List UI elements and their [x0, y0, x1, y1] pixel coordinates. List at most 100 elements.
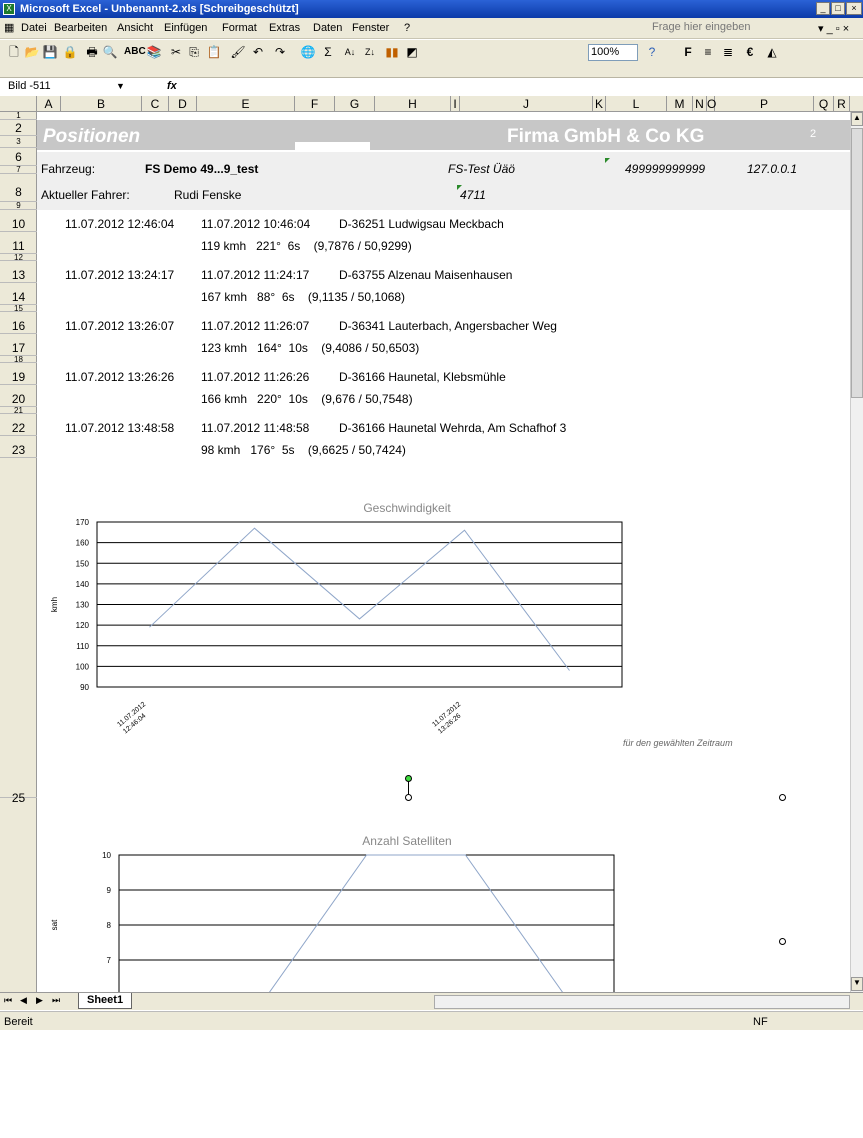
row-header[interactable]: 20 — [0, 385, 37, 407]
column-header[interactable]: Q — [814, 96, 834, 112]
paste-icon[interactable]: 📋 — [206, 44, 222, 60]
column-header[interactable]: O — [707, 96, 715, 112]
print-preview-icon[interactable]: 🔍 — [102, 44, 118, 60]
tab-nav-last-icon[interactable]: ⏭ — [52, 995, 60, 1006]
column-header[interactable]: J — [460, 96, 593, 112]
fx-icon[interactable]: fx — [167, 80, 177, 92]
tab-sheet1[interactable]: Sheet1 — [78, 993, 132, 1009]
menu-help[interactable]: ? — [404, 22, 410, 34]
column-header[interactable]: C — [142, 96, 169, 112]
maximize-button[interactable]: □ — [831, 2, 845, 15]
save-icon[interactable]: 💾 — [42, 44, 58, 60]
row-header[interactable]: 2 — [0, 120, 37, 136]
autosum-icon[interactable]: Σ — [320, 44, 336, 60]
sort-descending-icon[interactable]: Z↓ — [362, 44, 378, 60]
resize-handle[interactable] — [779, 794, 786, 801]
menu-ansicht[interactable]: Ansicht — [117, 22, 153, 34]
chevron-down-icon[interactable]: ▼ — [116, 81, 125, 91]
menu-extras[interactable]: Extras — [269, 22, 300, 34]
help-search-input[interactable]: Frage hier eingeben — [652, 21, 772, 36]
doc-window-controls[interactable]: ▾ _ ▫ × — [818, 22, 849, 35]
row-header[interactable]: 8 — [0, 174, 37, 202]
tab-nav-first-icon[interactable]: ⏮ — [4, 995, 12, 1006]
row-header[interactable]: 1 — [0, 112, 37, 120]
menu-daten[interactable]: Daten — [313, 22, 342, 34]
column-header[interactable]: E — [197, 96, 295, 112]
rotation-handle[interactable] — [405, 775, 412, 782]
row-header[interactable]: 12 — [0, 254, 37, 261]
row-header[interactable]: 17 — [0, 334, 37, 356]
help-icon[interactable]: ? — [644, 44, 660, 60]
column-header[interactable]: B — [61, 96, 142, 112]
hyperlink-icon[interactable]: 🌐 — [300, 44, 316, 60]
new-icon[interactable]: 🗋 — [6, 44, 22, 60]
column-header[interactable]: G — [335, 96, 375, 112]
worksheet-area[interactable]: Positionen Firma GmbH & Co KG 2 Fahrzeug… — [37, 112, 850, 992]
column-header[interactable]: A — [37, 96, 61, 112]
row-header[interactable]: 3 — [0, 136, 37, 148]
column-header[interactable]: I — [451, 96, 460, 112]
resize-handle[interactable] — [779, 938, 786, 945]
row-header[interactable]: 15 — [0, 305, 37, 312]
column-header[interactable]: N — [693, 96, 707, 112]
column-header[interactable]: D — [169, 96, 197, 112]
spelling-icon[interactable]: ABC — [124, 44, 140, 60]
menu-format[interactable]: Format — [222, 22, 257, 34]
scroll-up-button[interactable]: ▲ — [851, 112, 863, 126]
fill-color-icon[interactable]: ◭ — [764, 44, 780, 60]
row-header[interactable]: 16 — [0, 312, 37, 334]
scroll-down-button[interactable]: ▼ — [851, 977, 863, 991]
bold-icon[interactable]: F — [680, 44, 696, 60]
row-header[interactable]: 7 — [0, 166, 37, 174]
redo-icon[interactable]: ↷ — [272, 44, 288, 60]
menu-einfuegen[interactable]: Einfügen — [164, 22, 207, 34]
row-header[interactable]: 9 — [0, 202, 37, 210]
satellites-chart[interactable]: Anzahl Satelliten678910sat — [37, 827, 657, 992]
scroll-thumb[interactable] — [851, 128, 863, 398]
row-header[interactable]: 23 — [0, 436, 37, 458]
column-header[interactable]: F — [295, 96, 335, 112]
column-header[interactable]: K — [593, 96, 606, 112]
horizontal-scrollbar[interactable] — [434, 995, 850, 1009]
row-header[interactable]: 25 — [0, 458, 37, 798]
cut-icon[interactable]: ✂ — [168, 44, 184, 60]
vertical-scrollbar[interactable]: ▲ ▼ — [850, 112, 863, 992]
print-icon[interactable]: 🖶 — [84, 44, 100, 60]
row-header[interactable]: 13 — [0, 261, 37, 283]
menu-datei[interactable]: Datei — [21, 22, 47, 34]
minimize-button[interactable]: _ — [816, 2, 830, 15]
name-box[interactable]: Bild -511 — [0, 80, 130, 95]
format-painter-icon[interactable]: 🖌 — [230, 44, 246, 60]
copy-icon[interactable]: ⎘ — [186, 44, 202, 60]
resize-handle[interactable] — [405, 794, 412, 801]
column-header[interactable]: R — [834, 96, 850, 112]
column-header[interactable]: M — [667, 96, 693, 112]
row-header[interactable]: 6 — [0, 148, 37, 166]
zoom-select[interactable]: 100% — [588, 44, 638, 61]
permission-icon[interactable]: 🔒 — [62, 44, 78, 60]
menu-bearbeiten[interactable]: Bearbeiten — [54, 22, 107, 34]
open-icon[interactable]: 📂 — [24, 44, 40, 60]
align-center-icon[interactable]: ≡ — [700, 44, 716, 60]
align-right-icon[interactable]: ≣ — [720, 44, 736, 60]
row-header[interactable]: 22 — [0, 414, 37, 436]
row-header[interactable]: 18 — [0, 356, 37, 363]
menu-fenster[interactable]: Fenster — [352, 22, 389, 34]
select-all-corner[interactable] — [0, 96, 37, 112]
row-header[interactable]: 11 — [0, 232, 37, 254]
column-header[interactable]: H — [375, 96, 451, 112]
speed-chart[interactable]: Geschwindigkeit9010011012013014015016017… — [37, 492, 657, 762]
currency-icon[interactable]: € — [742, 44, 758, 60]
sort-ascending-icon[interactable]: A↓ — [342, 44, 358, 60]
row-header[interactable]: 19 — [0, 363, 37, 385]
undo-icon[interactable]: ↶ — [250, 44, 266, 60]
doc-icon[interactable]: ▦ — [4, 21, 14, 34]
tab-nav-prev-icon[interactable]: ◀ — [20, 995, 27, 1006]
row-header[interactable]: 14 — [0, 283, 37, 305]
research-icon[interactable]: 📚 — [146, 44, 162, 60]
drawing-icon[interactable]: ◩ — [404, 44, 420, 60]
column-header[interactable]: L — [606, 96, 667, 112]
chart-wizard-icon[interactable]: ▮▮ — [384, 44, 400, 60]
close-button[interactable]: × — [846, 2, 862, 15]
column-header[interactable]: P — [715, 96, 814, 112]
